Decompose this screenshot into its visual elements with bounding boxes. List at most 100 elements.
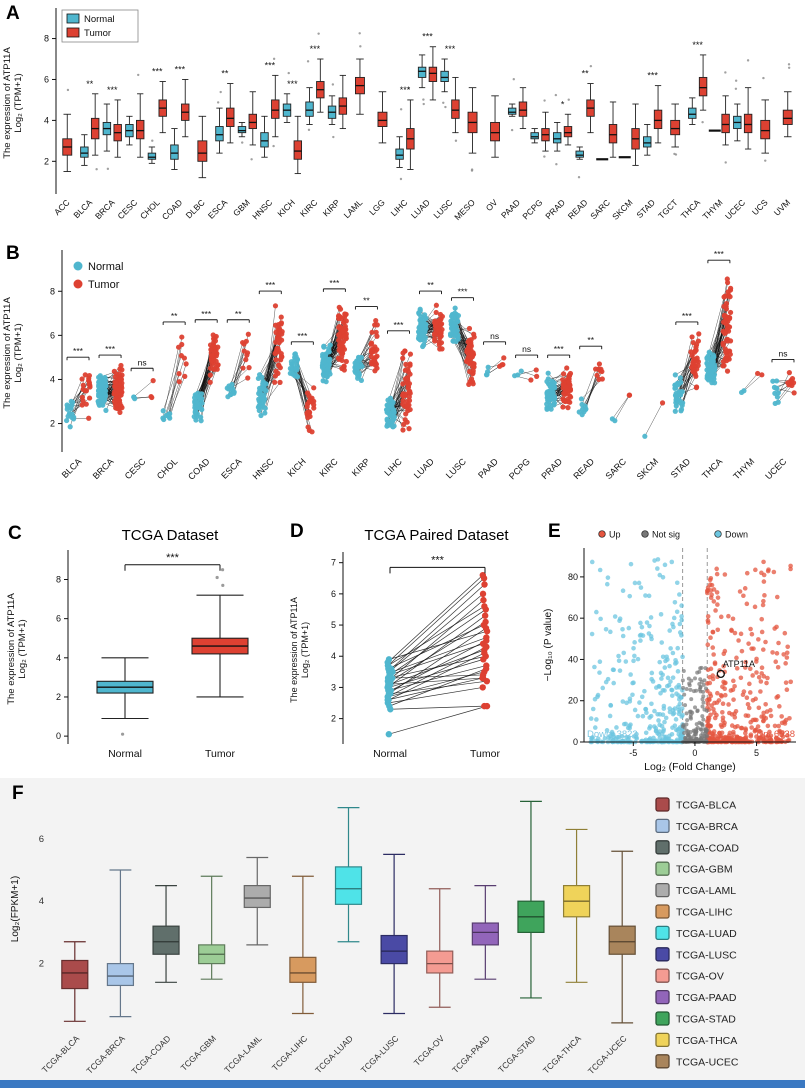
panel-f-box-TCGA-BRCA [106, 869, 135, 1018]
svg-text:UCEC: UCEC [763, 456, 788, 481]
panel-a-group-PRAD: * [552, 93, 573, 166]
panel-b: B 2 4 6 8 The expression of ATP11A Log₂ (TPM+… [0, 238, 805, 520]
svg-text:6: 6 [50, 330, 55, 340]
panel-b-group-CESC: ns [130, 357, 156, 402]
panel-f-box-TCGA-GBM [198, 875, 226, 980]
svg-text:***: *** [400, 85, 411, 95]
panel-b-group-THCA: *** [704, 249, 734, 386]
svg-text:TCGA-STAD: TCGA-STAD [676, 1014, 736, 1026]
panel-c-label: C [8, 523, 22, 544]
footer-accent-bar [0, 1080, 805, 1088]
svg-text:***: *** [647, 71, 658, 81]
svg-text:***: *** [445, 44, 456, 54]
panel-f: F 2 4 6 Log₂(FPKM+1) TCGA-BLCA TCGA-BRCA TCGA-… [0, 778, 805, 1080]
svg-text:COAD: COAD [186, 456, 212, 482]
svg-text:Not sig: Not sig [652, 530, 680, 540]
svg-text:TCGA-PAAD: TCGA-PAAD [676, 992, 737, 1004]
panel-f-box-TCGA-BLCA [61, 941, 89, 1022]
panel-d-chart: TCGA Paired Dataset 2 3 4 5 6 7 The expression … [289, 527, 509, 760]
svg-text:TCGA-LIHC: TCGA-LIHC [676, 907, 733, 919]
svg-text:PAAD: PAAD [499, 197, 522, 220]
svg-text:TCGA-GBM: TCGA-GBM [179, 1033, 218, 1072]
svg-text:***: *** [297, 331, 308, 341]
panel-a-group-OV [490, 95, 500, 158]
panel-b-plot: 2 4 6 8 The expression of ATP11A Log₂ (TPM+1)… [2, 249, 797, 482]
panel-b-group-STAD: *** [672, 311, 702, 414]
panel-c-y-axis: 0 2 4 6 8 [56, 550, 69, 744]
svg-text:TCGA-BLCA: TCGA-BLCA [40, 1033, 82, 1075]
svg-text:Down: Down [725, 530, 748, 540]
svg-text:*: * [561, 99, 565, 109]
panel-c-plot: TCGA Dataset 0 2 4 6 8 The expression of ATP11… [6, 527, 249, 760]
panel-f-box-TCGA-LIHC [289, 875, 317, 1015]
svg-text:BLCA: BLCA [60, 456, 84, 480]
svg-text:THYM: THYM [731, 456, 756, 481]
svg-text:4: 4 [56, 653, 61, 663]
svg-text:**: ** [587, 335, 594, 345]
svg-text:8: 8 [56, 574, 61, 584]
svg-text:4: 4 [50, 374, 55, 384]
panel-a-plot: 2 4 6 8 The expression of ATP11A Log₂ (TPM+1)… [2, 8, 793, 222]
panel-a-group-LUAD: *** [417, 32, 438, 106]
panel-b-label: B [6, 243, 20, 264]
svg-text:PCPG: PCPG [520, 197, 544, 221]
panel-a-group-CESC [125, 73, 145, 158]
svg-text:***: *** [458, 287, 469, 297]
svg-text:ESCA: ESCA [206, 197, 230, 221]
svg-text:0: 0 [56, 731, 61, 741]
svg-text:SARC: SARC [588, 197, 612, 221]
svg-text:ACC: ACC [52, 197, 72, 217]
svg-text:HNSC: HNSC [251, 456, 276, 481]
svg-text:UCEC: UCEC [723, 197, 747, 221]
svg-text:The expression of ATP11A: The expression of ATP11A [289, 597, 299, 703]
svg-text:MESO: MESO [452, 197, 477, 222]
svg-text:Log₂ (TPM+1): Log₂ (TPM+1) [17, 619, 28, 678]
svg-text:60: 60 [568, 613, 578, 623]
panel-f-box-TCGA-THCA [562, 828, 591, 983]
panel-a-group-CHOL: *** [147, 67, 167, 164]
panel-f-box-TCGA-PAAD [471, 884, 499, 980]
svg-text:***: *** [554, 344, 565, 354]
panel-b-group-UCEC: ns [770, 348, 797, 407]
svg-text:TGCT: TGCT [656, 197, 679, 220]
svg-text:TCGA-PAAD: TCGA-PAAD [450, 1033, 492, 1075]
panel-a-group-ACC [62, 88, 73, 172]
svg-text:ns: ns [138, 357, 147, 367]
svg-text:LUAD: LUAD [412, 456, 436, 480]
svg-text:***: *** [107, 85, 118, 95]
svg-text:KIRC: KIRC [317, 456, 340, 479]
svg-text:***: *** [310, 44, 321, 54]
svg-text:TCGA-STAD: TCGA-STAD [496, 1033, 537, 1074]
panel-a: A 2 4 6 8 The expression of ATP11A Log₂ (TPM+… [0, 0, 805, 238]
svg-text:THCA: THCA [700, 456, 724, 480]
svg-text:DLBC: DLBC [184, 197, 207, 220]
svg-text:LUSC: LUSC [444, 456, 468, 480]
svg-text:TCGA-UCEC: TCGA-UCEC [586, 1033, 629, 1076]
panel-b-group-KIRP: ** [352, 296, 380, 383]
svg-text:KIRP: KIRP [350, 456, 372, 478]
svg-text:TCGA Paired Dataset: TCGA Paired Dataset [364, 527, 509, 544]
svg-text:5: 5 [331, 620, 336, 630]
svg-text:0: 0 [573, 737, 578, 747]
svg-text:TCGA-BRCA: TCGA-BRCA [676, 821, 738, 833]
svg-text:TCGA-COAD: TCGA-COAD [676, 842, 739, 854]
svg-text:Normal: Normal [84, 14, 115, 25]
panel-a-group-KICH: *** [282, 71, 303, 175]
panel-f-box-TCGA-LUAD [334, 807, 363, 943]
svg-text:4: 4 [44, 115, 49, 125]
svg-text:TCGA-UCEC: TCGA-UCEC [676, 1056, 739, 1068]
svg-text:The expression of ATP11A: The expression of ATP11A [2, 47, 13, 159]
svg-text:LGG: LGG [367, 197, 387, 217]
svg-text:Log₂ (Fold Change): Log₂ (Fold Change) [644, 761, 736, 773]
svg-text:Down: 3823: Down: 3823 [587, 729, 638, 740]
panel-b-group-KICH: *** [287, 331, 317, 435]
svg-text:***: *** [393, 320, 404, 330]
svg-text:STAD: STAD [634, 197, 657, 220]
panel-b-group-SKCM [642, 400, 666, 439]
svg-text:TCGA-LAML: TCGA-LAML [676, 885, 736, 897]
panel-a-group-TGCT [670, 103, 681, 156]
svg-text:***: *** [422, 32, 433, 42]
svg-text:6: 6 [331, 589, 336, 599]
panel-c-chart: TCGA Dataset 0 2 4 6 8 The expression of ATP11… [6, 527, 249, 760]
panel-e-chart: Up Not sig Down -5 0 5 0 20 40 60 80 Log₂ (Fold Cha… [543, 530, 796, 773]
